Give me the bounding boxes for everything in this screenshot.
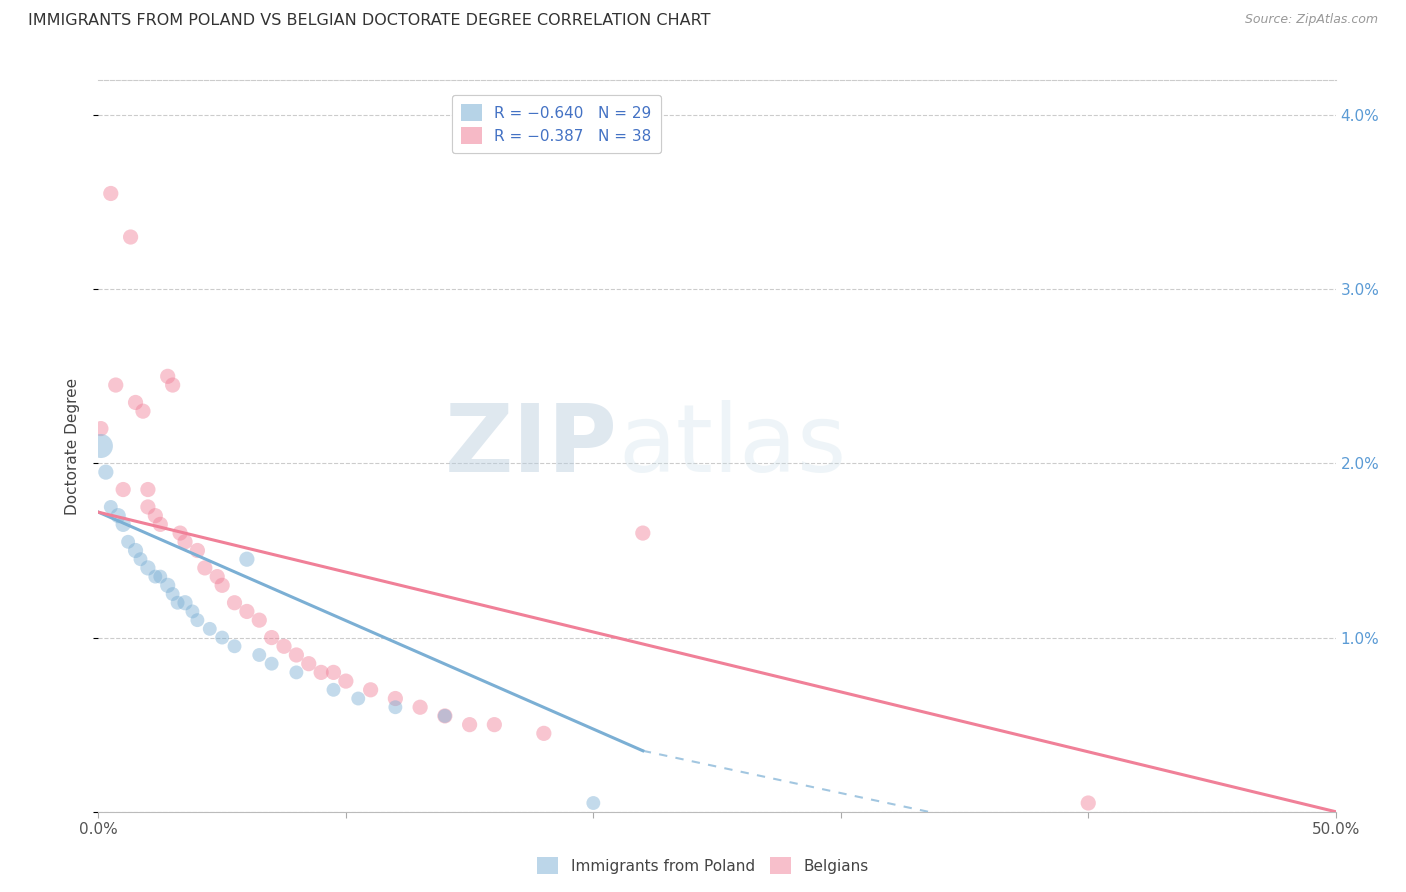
Point [322,682,344,697]
Point [136,500,159,514]
Point [285,665,308,680]
Point [298,657,321,671]
Point [273,640,295,654]
Point [132,404,155,418]
Point [90,421,112,435]
Point [94,465,117,479]
Point [335,674,357,689]
Y-axis label: Doctorate Degree: Doctorate Degree [65,377,80,515]
Point [409,700,432,714]
Point [360,682,382,697]
Point [186,543,208,558]
Text: IMMIGRANTS FROM POLAND VS BELGIAN DOCTORATE DEGREE CORRELATION CHART: IMMIGRANTS FROM POLAND VS BELGIAN DOCTOR… [28,13,710,29]
Point [247,648,270,662]
Point [211,631,233,645]
Point [533,726,555,740]
Point [198,622,221,636]
Point [124,543,146,558]
Point [186,613,208,627]
Point [104,378,127,392]
Point [211,578,233,592]
Point [149,517,172,532]
Point [143,569,166,583]
Point [174,596,197,610]
Text: Source: ZipAtlas.com: Source: ZipAtlas.com [1244,13,1378,27]
Point [112,517,135,532]
Point [156,578,179,592]
Point [90,439,112,453]
Point [247,613,270,627]
Text: atlas: atlas [619,400,846,492]
Point [100,500,122,514]
Point [384,691,406,706]
Point [433,709,456,723]
Point [347,691,370,706]
Point [260,657,283,671]
Point [433,709,456,723]
Point [458,717,481,731]
Point [194,561,217,575]
Legend: Immigrants from Poland, Belgians: Immigrants from Poland, Belgians [531,851,875,880]
Point [205,569,228,583]
Point [236,552,259,566]
Point [169,526,191,541]
Point [136,561,159,575]
Point [166,596,188,610]
Point [224,596,246,610]
Point [285,648,308,662]
Point [143,508,166,523]
Point [260,631,283,645]
Point [1077,796,1099,810]
Legend: R = −0.640   N = 29, R = −0.387   N = 38: R = −0.640 N = 29, R = −0.387 N = 38 [451,95,661,153]
Point [162,378,184,392]
Point [149,569,172,583]
Point [162,587,184,601]
Point [174,534,197,549]
Point [156,369,179,384]
Point [136,483,159,497]
Point [224,640,246,654]
Point [107,508,129,523]
Point [100,186,122,201]
Point [236,604,259,618]
Point [322,665,344,680]
Text: ZIP: ZIP [446,400,619,492]
Point [631,526,654,541]
Point [120,230,142,244]
Point [117,534,139,549]
Point [181,604,204,618]
Point [112,483,135,497]
Point [582,796,605,810]
Point [384,700,406,714]
Point [484,717,506,731]
Point [129,552,152,566]
Point [124,395,146,409]
Point [309,665,332,680]
